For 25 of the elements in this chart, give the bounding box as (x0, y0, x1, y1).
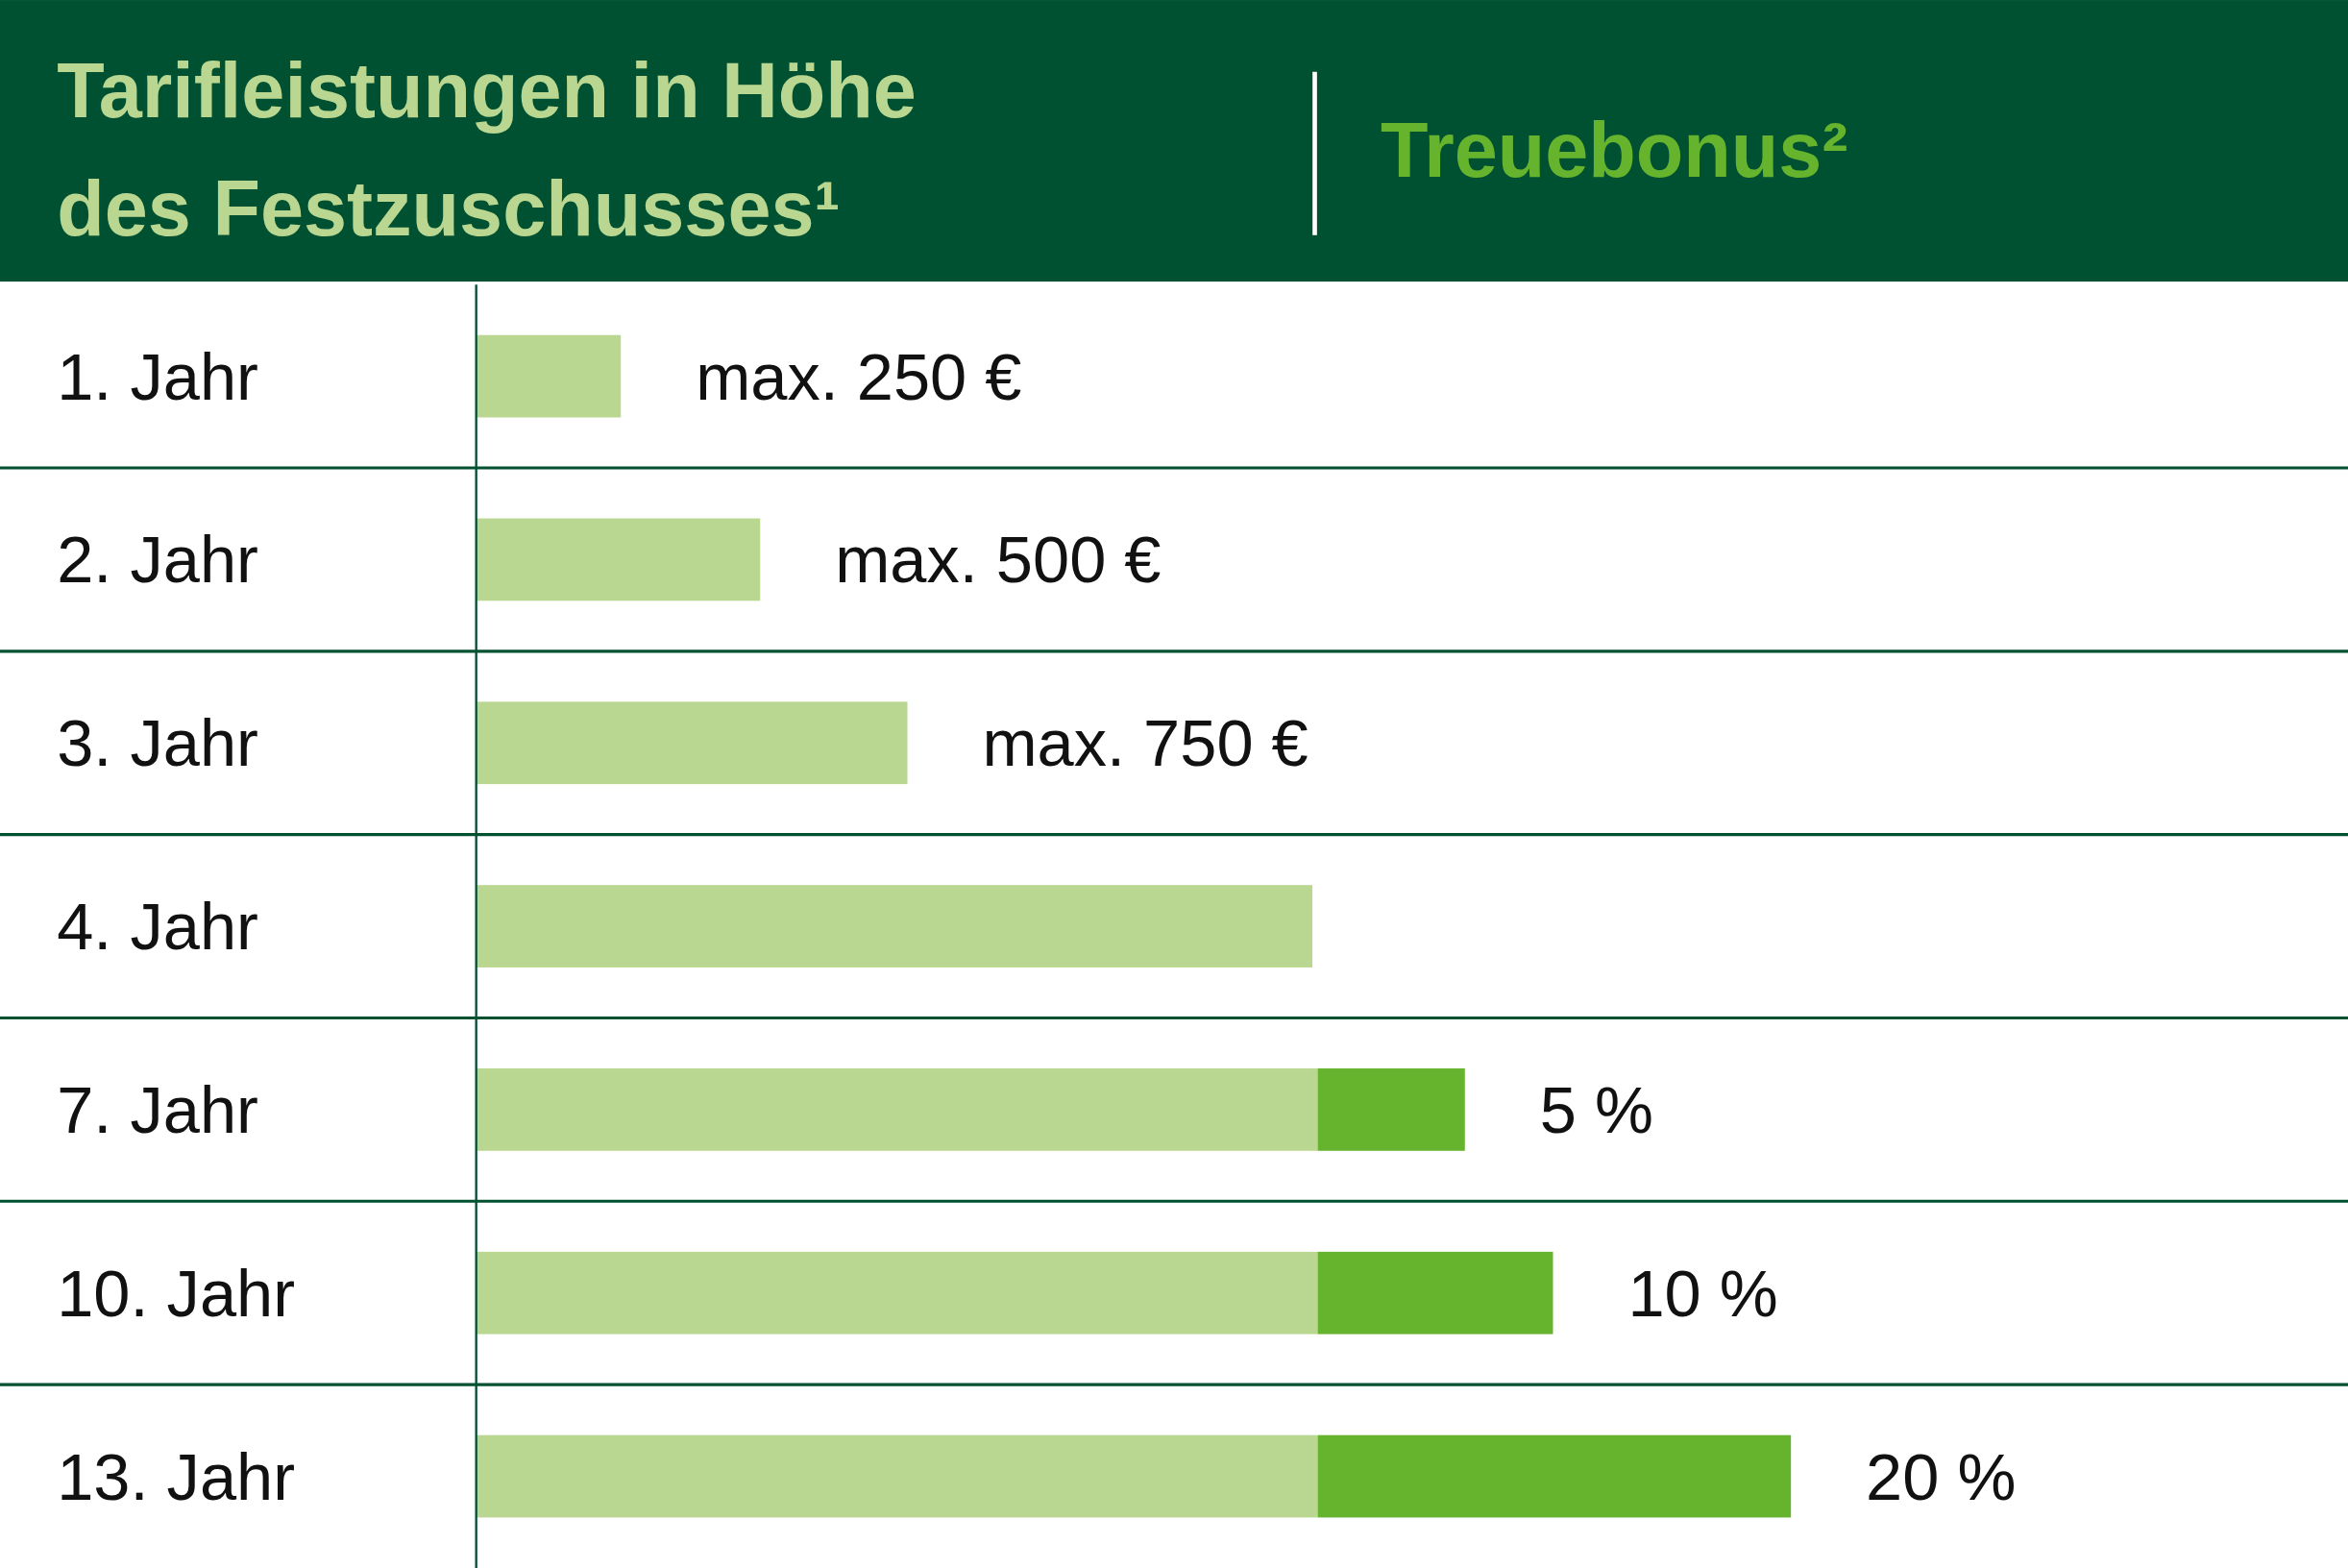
annotation: 20 % (1866, 1439, 2017, 1514)
annotation: max. 250 € (696, 339, 1022, 414)
y-tick-label: 13. Jahr (57, 1439, 296, 1514)
y-tick-label: 7. Jahr (57, 1072, 258, 1147)
annotation: 5 % (1539, 1072, 1653, 1147)
bar (476, 1251, 1318, 1335)
bar (476, 1434, 1318, 1518)
bar (476, 518, 761, 601)
text: Tarifleistungen in Höhe des Festzuschusses¹ (57, 46, 917, 252)
bar (476, 334, 622, 418)
text: Treuebonus² (1381, 106, 1848, 193)
y-tick-label: 4. Jahr (57, 890, 258, 965)
y-tick-label: 10. Jahr (57, 1256, 296, 1331)
annotation: max. 500 € (835, 523, 1162, 598)
bar (476, 701, 908, 785)
annotation: 10 % (1627, 1256, 1778, 1331)
bar (476, 885, 1313, 968)
bar (1317, 1434, 1792, 1518)
y-tick-label: 2. Jahr (57, 523, 258, 598)
bar (476, 1068, 1318, 1151)
annotation: max. 750 € (982, 706, 1309, 781)
y-tick-label: 3. Jahr (57, 706, 258, 781)
bar (1317, 1251, 1553, 1335)
y-tick-label: 1. Jahr (57, 339, 258, 414)
bar (1317, 1068, 1465, 1151)
